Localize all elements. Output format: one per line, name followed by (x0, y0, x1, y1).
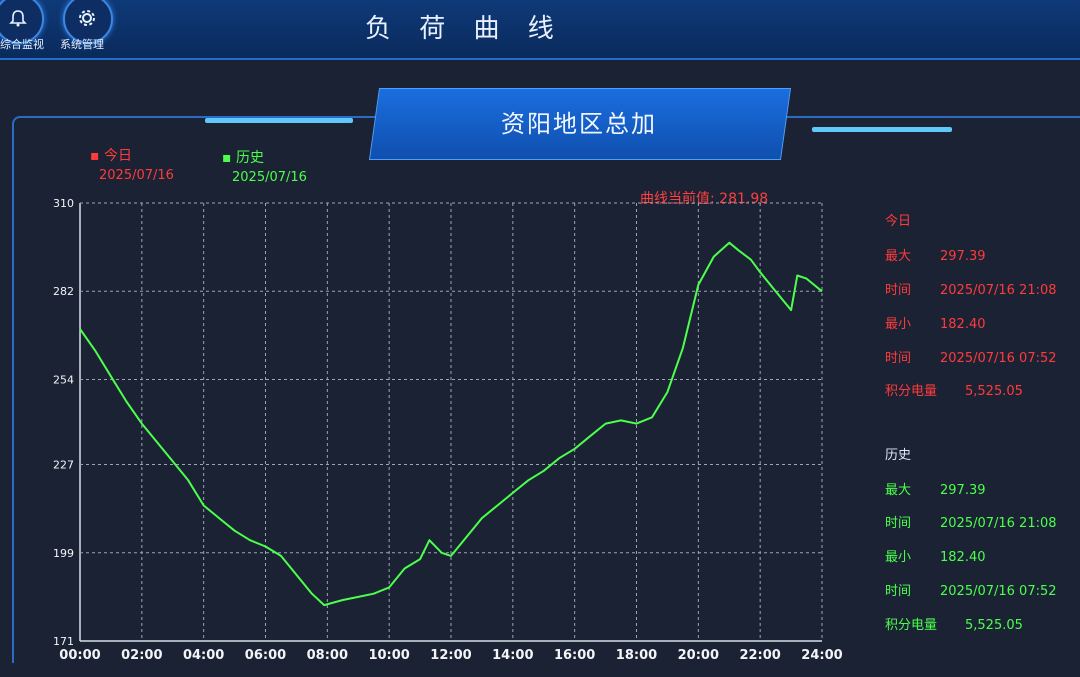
x-tick-label: 18:00 (616, 648, 657, 663)
y-tick-label: 310 (53, 197, 74, 210)
legend-history-date: 2025/07/16 (232, 170, 307, 185)
page-title: 负 荷 曲 线 (365, 14, 564, 44)
panel-accent-left (205, 118, 353, 123)
x-tick-label: 08:00 (307, 648, 348, 663)
y-tick-label: 254 (53, 373, 74, 386)
stats-today-max-value: 297.39 (940, 249, 986, 264)
stats-today-min-value: 182.40 (940, 317, 986, 332)
stats-history-min-time: 时间 2025/07/16 07:52 (885, 580, 1057, 599)
stats-history-min-time-label: 时间 (885, 584, 912, 599)
stats-history-title: 历史 (885, 448, 912, 463)
x-tick-label: 14:00 (492, 648, 533, 663)
panel-accent-right (812, 127, 952, 132)
stats-today-energy-label: 积分电量 (885, 384, 938, 399)
stats-today-min-time: 时间 2025/07/16 07:52 (885, 347, 1057, 366)
stats-today-energy-value: 5,525.05 (965, 384, 1023, 399)
stats-history-min-label: 最小 (885, 550, 912, 565)
top-bar: 综合监视 系统管理 负 荷 曲 线 (0, 0, 1080, 60)
x-tick-label: 04:00 (183, 648, 224, 663)
nav-label-monitor[interactable]: 综合监视 (0, 38, 44, 51)
stats-today-min: 最小 182.40 (885, 313, 986, 332)
nav-button-system[interactable] (63, 0, 113, 44)
stats-history-min-value: 182.40 (940, 550, 986, 565)
x-tick-label: 20:00 (678, 648, 719, 663)
x-tick-label: 24:00 (801, 648, 842, 663)
stats-history-max-time-label: 时间 (885, 516, 912, 531)
legend-history[interactable]: ▪ 历史 (222, 150, 264, 166)
bell-icon (9, 10, 27, 27)
series-line-history (79, 241, 823, 607)
stats-today-min-time-label: 时间 (885, 351, 912, 366)
stats-today-min-label: 最小 (885, 317, 912, 332)
stats-history-max-time-value: 2025/07/16 21:08 (940, 516, 1057, 531)
stats-today-max-label: 最大 (885, 249, 912, 264)
stats-history-max-value: 297.39 (940, 483, 986, 498)
y-tick-label: 171 (53, 635, 74, 648)
stats-history-min: 最小 182.40 (885, 546, 986, 565)
stats-today-min-time-value: 2025/07/16 07:52 (940, 351, 1057, 366)
stats-today-max-time-value: 2025/07/16 21:08 (940, 283, 1057, 298)
stats-history-max-label: 最大 (885, 483, 912, 498)
stats-history-max-time: 时间 2025/07/16 21:08 (885, 512, 1057, 531)
x-tick-label: 12:00 (430, 648, 471, 663)
legend-history-label: 历史 (235, 150, 264, 166)
legend-today-date: 2025/07/16 (99, 168, 174, 183)
gear-icon (79, 10, 95, 26)
nav-button-monitor[interactable] (0, 0, 44, 44)
stats-history-min-time-value: 2025/07/16 07:52 (940, 584, 1057, 599)
stats-today-max: 最大 297.39 (885, 245, 986, 264)
x-tick-label: 00:00 (59, 648, 100, 663)
x-tick-label: 22:00 (739, 648, 780, 663)
stats-history-energy-value: 5,525.05 (965, 618, 1023, 633)
panel-title: 资阳地区总加 (501, 110, 657, 138)
stats-today-max-time: 时间 2025/07/16 21:08 (885, 279, 1057, 298)
y-tick-label: 227 (53, 459, 74, 472)
stats-today-max-time-label: 时间 (885, 283, 912, 298)
y-tick-label: 199 (53, 547, 74, 560)
y-tick-label: 282 (53, 285, 74, 298)
stats-history-energy: 积分电量 5,525.05 (885, 614, 1023, 633)
x-tick-label: 16:00 (554, 648, 595, 663)
x-tick-label: 06:00 (245, 648, 286, 663)
stats-today-title: 今日 (885, 214, 912, 229)
legend-today[interactable]: ▪ 今日 (90, 148, 132, 164)
nav-label-system[interactable]: 系统管理 (60, 38, 104, 51)
stats-history-energy-label: 积分电量 (885, 618, 938, 633)
stats-history-max: 最大 297.39 (885, 479, 986, 498)
x-tick-label: 10:00 (368, 648, 409, 663)
stats-today-energy: 积分电量 5,525.05 (885, 380, 1023, 399)
legend-today-label: 今日 (103, 148, 132, 164)
x-tick-label: 02:00 (121, 648, 162, 663)
